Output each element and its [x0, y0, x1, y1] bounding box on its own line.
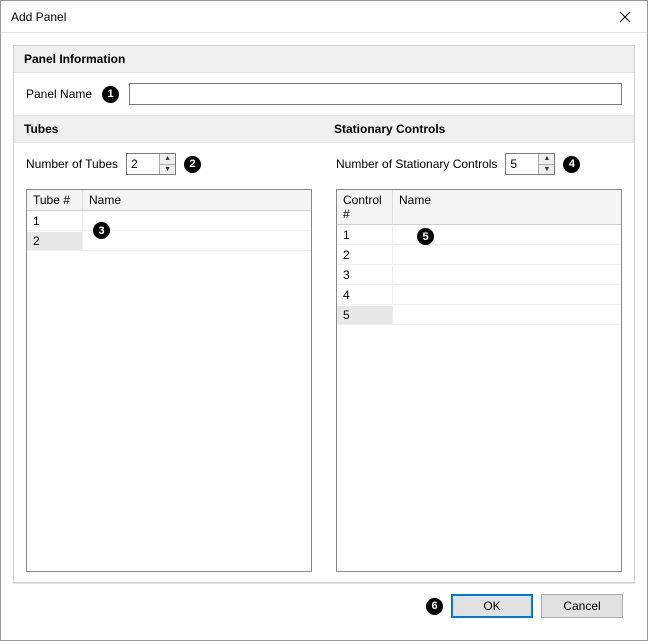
- callout-6: 6: [426, 598, 443, 615]
- callout-4: 4: [563, 156, 580, 173]
- controls-count-input[interactable]: [506, 154, 538, 174]
- tubes-row-name[interactable]: [83, 219, 311, 223]
- tubes-header: Tubes: [14, 116, 324, 142]
- controls-header: Stationary Controls: [324, 116, 634, 142]
- controls-count-label: Number of Stationary Controls: [336, 157, 497, 171]
- controls-row-num[interactable]: 4: [337, 286, 393, 304]
- tubes-count-label: Number of Tubes: [26, 157, 118, 171]
- controls-col-num-header[interactable]: Control #: [337, 190, 393, 224]
- controls-row-num[interactable]: 2: [337, 246, 393, 264]
- tubes-column: Number of Tubes ▲ ▼ 2 Tube #: [14, 143, 324, 582]
- controls-row-num[interactable]: 5: [337, 306, 393, 324]
- controls-row-name[interactable]: [393, 293, 621, 297]
- tubes-col-name-header[interactable]: Name: [83, 190, 311, 210]
- controls-grid-header: Control # Name: [337, 190, 621, 225]
- controls-row[interactable]: 2: [337, 245, 621, 265]
- tubes-row[interactable]: 1: [27, 211, 311, 231]
- tubes-rows: 12: [27, 211, 311, 251]
- controls-count-row: Number of Stationary Controls ▲ ▼ 4: [336, 153, 622, 175]
- controls-row[interactable]: 1: [337, 225, 621, 245]
- tubes-row-num[interactable]: 1: [27, 212, 83, 230]
- add-panel-dialog: Add Panel Panel Information Panel Name 1…: [0, 0, 648, 641]
- tubes-col-num-header[interactable]: Tube #: [27, 190, 83, 210]
- tubes-grid-header: Tube # Name: [27, 190, 311, 211]
- cancel-button[interactable]: Cancel: [541, 594, 623, 618]
- panel-name-row: Panel Name 1: [14, 73, 634, 115]
- controls-row[interactable]: 3: [337, 265, 621, 285]
- tubes-count-input[interactable]: [127, 154, 159, 174]
- spinner-down-icon[interactable]: ▼: [160, 165, 175, 175]
- tubes-count-spinner[interactable]: ▲ ▼: [126, 153, 176, 175]
- panel-info-header: Panel Information: [14, 46, 634, 73]
- controls-row[interactable]: 5: [337, 305, 621, 325]
- callout-5: 5: [417, 228, 434, 245]
- window-title: Add Panel: [11, 10, 613, 24]
- spinner-buttons: ▲ ▼: [538, 154, 554, 174]
- close-button[interactable]: [613, 5, 637, 29]
- panel-name-label: Panel Name: [26, 87, 92, 101]
- tubes-row-num[interactable]: 2: [27, 232, 83, 250]
- titlebar: Add Panel: [1, 1, 647, 33]
- callout-3: 3: [93, 222, 110, 239]
- tubes-grid[interactable]: Tube # Name 12 3: [26, 189, 312, 572]
- two-col-body: Number of Tubes ▲ ▼ 2 Tube #: [14, 143, 634, 582]
- two-col-headers: Tubes Stationary Controls: [14, 115, 634, 143]
- ok-button[interactable]: OK: [451, 594, 533, 618]
- close-icon: [619, 11, 631, 23]
- controls-grid[interactable]: Control # Name 1 2 3 4 5 5: [336, 189, 622, 572]
- dialog-content: Panel Information Panel Name 1 Tubes Sta…: [1, 33, 647, 640]
- tubes-row[interactable]: 2: [27, 231, 311, 251]
- controls-col-name-header[interactable]: Name: [393, 190, 621, 224]
- callout-2: 2: [184, 156, 201, 173]
- controls-row[interactable]: 4: [337, 285, 621, 305]
- dialog-footer: 6 OK Cancel: [13, 583, 635, 628]
- controls-row-name[interactable]: [393, 253, 621, 257]
- tubes-count-row: Number of Tubes ▲ ▼ 2: [26, 153, 312, 175]
- controls-row-num[interactable]: 3: [337, 266, 393, 284]
- controls-row-name[interactable]: [393, 313, 621, 317]
- callout-1: 1: [102, 86, 119, 103]
- main-group: Panel Information Panel Name 1 Tubes Sta…: [13, 45, 635, 583]
- controls-rows: 1 2 3 4 5: [337, 225, 621, 325]
- spinner-up-icon[interactable]: ▲: [539, 154, 554, 165]
- spinner-down-icon[interactable]: ▼: [539, 165, 554, 175]
- spinner-up-icon[interactable]: ▲: [160, 154, 175, 165]
- controls-row-num[interactable]: 1: [337, 226, 393, 244]
- controls-column: Number of Stationary Controls ▲ ▼ 4: [324, 143, 634, 582]
- spinner-buttons: ▲ ▼: [159, 154, 175, 174]
- controls-count-spinner[interactable]: ▲ ▼: [505, 153, 555, 175]
- panel-name-input[interactable]: [129, 83, 622, 105]
- tubes-row-name[interactable]: [83, 239, 311, 243]
- controls-row-name[interactable]: [393, 273, 621, 277]
